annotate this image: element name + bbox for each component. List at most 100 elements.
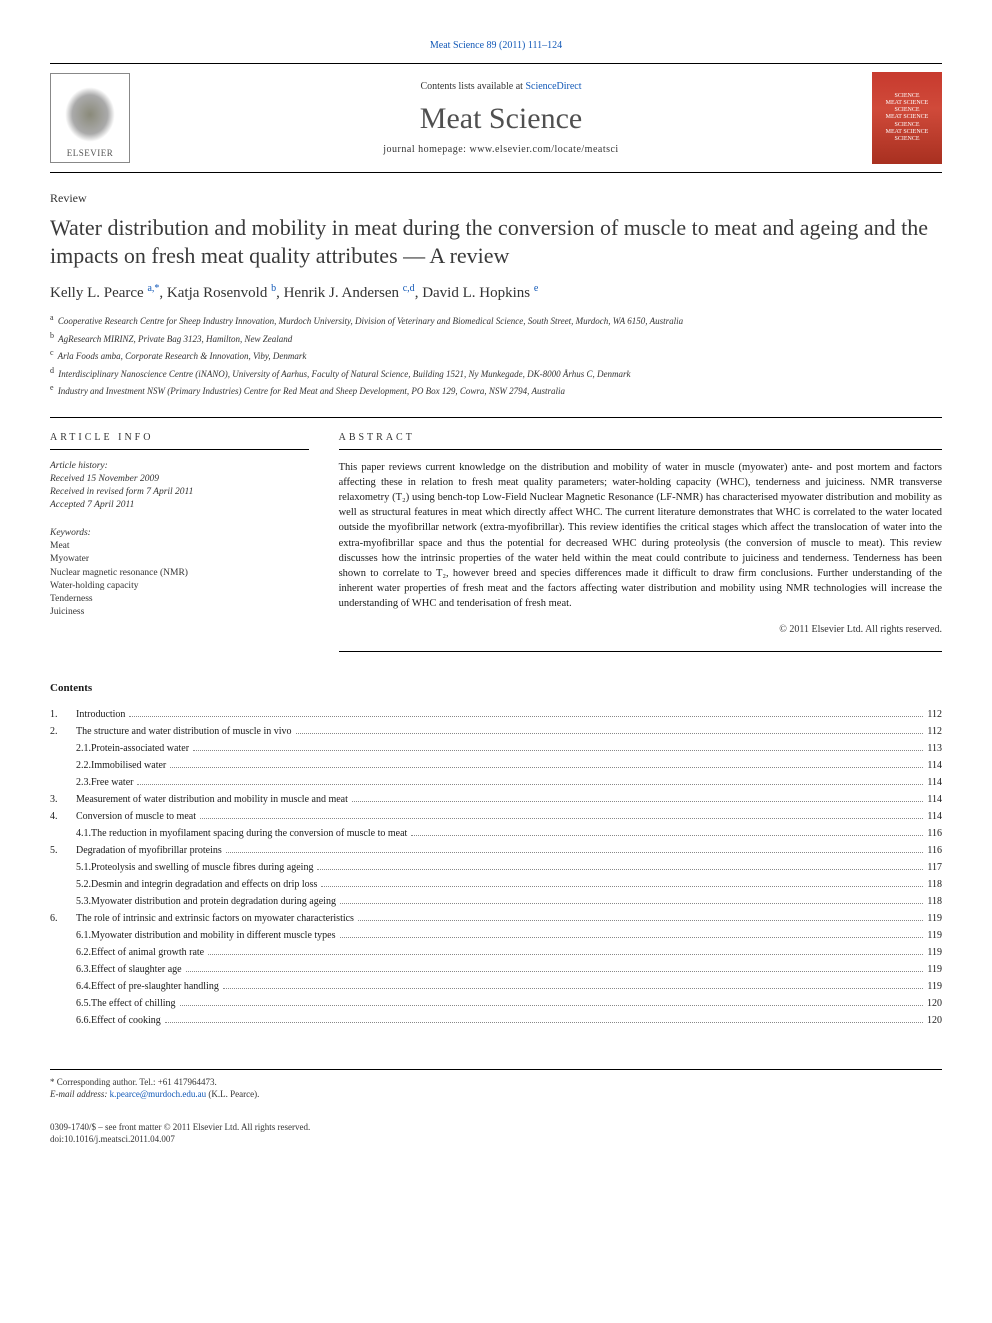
cover-line: SCIENCE: [894, 122, 919, 129]
table-of-contents: 1.Introduction1122.The structure and wat…: [50, 706, 942, 1029]
toc-title: Desmin and integrin degradation and effe…: [91, 876, 317, 893]
toc-leader-dots: [170, 767, 923, 768]
toc-number: 4.1.: [50, 825, 91, 842]
toc-number: 5.3.: [50, 893, 91, 910]
toc-entry[interactable]: 5.1.Proteolysis and swelling of muscle f…: [50, 859, 942, 876]
toc-entry[interactable]: 2.3.Free water114: [50, 774, 942, 791]
toc-entry[interactable]: 6.3.Effect of slaughter age119: [50, 961, 942, 978]
toc-leader-dots: [208, 954, 923, 955]
toc-leader-dots: [321, 886, 923, 887]
toc-title: Conversion of muscle to meat: [76, 808, 196, 825]
toc-number: 6.4.: [50, 978, 91, 995]
info-abstract-row: ARTICLE INFO Article history: Received 1…: [50, 422, 942, 652]
toc-leader-dots: [165, 1022, 923, 1023]
toc-entry[interactable]: 2.1.Protein-associated water113: [50, 740, 942, 757]
toc-entry[interactable]: 6.5.The effect of chilling120: [50, 995, 942, 1012]
toc-number: 6.6.: [50, 1012, 91, 1029]
toc-leader-dots: [358, 920, 923, 921]
toc-page: 119: [927, 978, 942, 995]
page-footer: 0309-1740/$ – see front matter © 2011 El…: [50, 1121, 942, 1146]
cover-line: SCIENCE: [894, 107, 919, 114]
toc-entry[interactable]: 3.Measurement of water distribution and …: [50, 791, 942, 808]
toc-entry[interactable]: 2.2.Immobilised water114: [50, 757, 942, 774]
divider: [50, 417, 942, 418]
toc-page: 119: [927, 961, 942, 978]
toc-title: Myowater distribution and protein degrad…: [91, 893, 336, 910]
history-accepted: Accepted 7 April 2011: [50, 500, 134, 510]
toc-leader-dots: [200, 818, 923, 819]
homepage-label: journal homepage:: [383, 144, 466, 155]
journal-homepage: journal homepage: www.elsevier.com/locat…: [130, 144, 872, 155]
toc-entry[interactable]: 2.The structure and water distribution o…: [50, 723, 942, 740]
article-type: Review: [50, 191, 942, 206]
toc-leader-dots: [317, 869, 923, 870]
toc-page: 120: [927, 1012, 942, 1029]
article-history: Article history: Received 15 November 20…: [50, 460, 309, 513]
toc-page: 114: [927, 774, 942, 791]
toc-entry[interactable]: 6.4.Effect of pre-slaughter handling119: [50, 978, 942, 995]
corr-email-line: E-mail address: k.pearce@murdoch.edu.au …: [50, 1088, 942, 1101]
toc-title: The role of intrinsic and extrinsic fact…: [76, 910, 354, 927]
author-list: Kelly L. Pearce a,*, Katja Rosenvold b, …: [50, 283, 942, 302]
toc-leader-dots: [129, 716, 923, 717]
toc-title: Introduction: [76, 706, 125, 723]
toc-page: 116: [927, 825, 942, 842]
toc-title: Degradation of myofibrillar proteins: [76, 842, 222, 859]
toc-entry[interactable]: 6.2.Effect of animal growth rate119: [50, 944, 942, 961]
toc-number: 6.: [50, 910, 76, 927]
keyword-item: Juiciness: [50, 606, 309, 619]
contents-available-label: Contents lists available at: [420, 81, 522, 92]
toc-entry[interactable]: 1.Introduction112: [50, 706, 942, 723]
elsevier-text: ELSEVIER: [67, 148, 114, 158]
abstract-column: ABSTRACT This paper reviews current know…: [339, 422, 942, 652]
toc-leader-dots: [352, 801, 923, 802]
history-revised: Received in revised form 7 April 2011: [50, 487, 193, 497]
corr-email-suffix: (K.L. Pearce).: [208, 1089, 259, 1099]
toc-number: 6.2.: [50, 944, 91, 961]
cover-line: MEAT SCIENCE: [886, 100, 929, 107]
history-received: Received 15 November 2009: [50, 474, 159, 484]
toc-entry[interactable]: 6.1.Myowater distribution and mobility i…: [50, 927, 942, 944]
cover-line: MEAT SCIENCE: [886, 114, 929, 121]
keyword-item: Myowater: [50, 553, 309, 566]
toc-leader-dots: [193, 750, 923, 751]
toc-page: 119: [927, 944, 942, 961]
toc-title: The effect of chilling: [91, 995, 176, 1012]
toc-entry[interactable]: 4.Conversion of muscle to meat 114: [50, 808, 942, 825]
affiliation-line: e Industry and Investment NSW (Primary I…: [50, 382, 942, 399]
toc-page: 114: [927, 791, 942, 808]
toc-number: 6.5.: [50, 995, 91, 1012]
toc-entry[interactable]: 4.1.The reduction in myofilament spacing…: [50, 825, 942, 842]
toc-entry[interactable]: 6.The role of intrinsic and extrinsic fa…: [50, 910, 942, 927]
toc-title: Effect of slaughter age: [91, 961, 182, 978]
affiliations: a Cooperative Research Centre for Sheep …: [50, 312, 942, 399]
toc-entry[interactable]: 5.2.Desmin and integrin degradation and …: [50, 876, 942, 893]
toc-number: 1.: [50, 706, 76, 723]
contents-available-line: Contents lists available at ScienceDirec…: [130, 81, 872, 92]
toc-page: 114: [927, 808, 942, 825]
toc-number: 5.1.: [50, 859, 91, 876]
affiliation-line: a Cooperative Research Centre for Sheep …: [50, 312, 942, 329]
toc-entry[interactable]: 6.6.Effect of cooking120: [50, 1012, 942, 1029]
journal-cover-thumbnail: SCIENCE MEAT SCIENCE SCIENCE MEAT SCIENC…: [872, 72, 942, 164]
toc-entry[interactable]: 5.3.Myowater distribution and protein de…: [50, 893, 942, 910]
journal-citation-link[interactable]: Meat Science 89 (2011) 111–124: [50, 40, 942, 51]
toc-leader-dots: [186, 971, 924, 972]
sciencedirect-link[interactable]: ScienceDirect: [525, 81, 581, 92]
article-title: Water distribution and mobility in meat …: [50, 214, 942, 269]
contents-heading: Contents: [50, 682, 942, 694]
corr-email-link[interactable]: k.pearce@murdoch.edu.au: [110, 1089, 207, 1099]
toc-leader-dots: [137, 784, 923, 785]
toc-number: 4.: [50, 808, 76, 825]
article-info-column: ARTICLE INFO Article history: Received 1…: [50, 422, 309, 652]
homepage-url[interactable]: www.elsevier.com/locate/meatsci: [469, 144, 618, 155]
cover-line: SCIENCE: [894, 136, 919, 143]
keyword-item: Meat: [50, 540, 309, 553]
email-label: E-mail address:: [50, 1089, 107, 1099]
toc-leader-dots: [226, 852, 924, 853]
abstract-copyright: © 2011 Elsevier Ltd. All rights reserved…: [339, 624, 942, 635]
article-info-heading: ARTICLE INFO: [50, 422, 309, 450]
abstract-heading: ABSTRACT: [339, 422, 942, 450]
toc-entry[interactable]: 5.Degradation of myofibrillar proteins11…: [50, 842, 942, 859]
elsevier-logo: ELSEVIER: [50, 73, 130, 163]
